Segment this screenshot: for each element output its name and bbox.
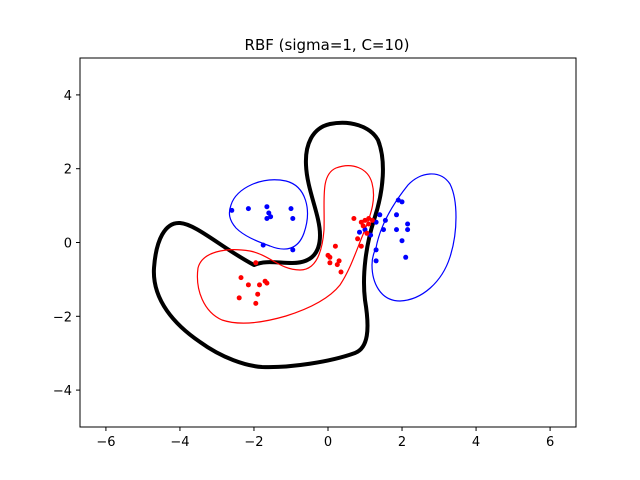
data-point-series-0-2 (264, 204, 270, 210)
data-point-series-0-15 (382, 217, 388, 223)
points-layer (229, 197, 411, 306)
margin-contour-blue-upper-left (228, 179, 308, 250)
data-point-series-0-9 (290, 247, 296, 253)
x-tick-label: 0 (324, 435, 332, 450)
plot-frame (79, 57, 577, 428)
data-point-series-1-23 (255, 291, 261, 297)
data-point-series-1-24 (236, 295, 242, 301)
y-tick-label: 0 (64, 237, 72, 252)
data-point-series-1-10 (332, 243, 338, 249)
data-point-series-0-3 (266, 210, 272, 216)
data-point-series-1-9 (358, 243, 364, 249)
data-point-series-1-17 (253, 260, 259, 266)
data-point-series-0-7 (290, 216, 296, 221)
x-tick-label: 4 (472, 435, 480, 450)
data-point-series-0-26 (403, 254, 409, 260)
data-point-series-1-25 (253, 300, 259, 306)
margin-contour-blue-right (371, 173, 457, 302)
data-point-series-0-18 (373, 258, 379, 264)
data-point-series-0-20 (395, 197, 401, 203)
data-point-series-1-0 (351, 216, 357, 221)
data-point-series-1-2 (362, 217, 368, 223)
data-point-series-1-1 (358, 219, 364, 225)
y-tick-label: −2 (53, 310, 72, 325)
data-point-series-1-18 (238, 275, 244, 281)
data-point-series-0-11 (362, 227, 368, 233)
decision-boundary (151, 120, 385, 370)
chart-title: RBF (sigma=1, C=10) (245, 36, 410, 54)
y-tick-label: 4 (64, 89, 72, 104)
data-point-series-1-8 (355, 236, 361, 242)
data-point-series-1-7 (364, 230, 370, 236)
data-point-series-1-4 (369, 217, 375, 223)
data-point-series-0-4 (268, 214, 274, 220)
x-tick-label: 2 (398, 435, 406, 450)
margin-contour-red (196, 165, 375, 324)
data-point-series-1-22 (264, 280, 270, 286)
data-point-series-0-8 (260, 242, 266, 248)
data-point-series-0-13 (373, 219, 379, 225)
data-point-series-0-12 (368, 232, 374, 238)
x-tick-label: −6 (96, 435, 115, 450)
y-tick-label: 2 (64, 163, 72, 178)
data-point-series-0-23 (399, 238, 405, 244)
data-point-series-1-5 (366, 221, 372, 227)
data-point-series-1-19 (245, 282, 251, 288)
data-point-series-1-6 (360, 223, 366, 229)
data-point-series-0-5 (264, 216, 270, 221)
data-point-series-0-24 (405, 221, 411, 227)
data-point-series-1-15 (327, 260, 333, 266)
data-point-series-0-19 (394, 212, 399, 218)
x-axis: −6 −4 −2 0 2 4 6 (96, 427, 554, 450)
data-point-series-0-10 (357, 229, 362, 235)
data-point-series-0-0 (229, 207, 235, 213)
data-point-series-0-14 (377, 212, 383, 218)
data-point-series-1-16 (325, 252, 331, 258)
data-point-series-1-11 (336, 258, 342, 264)
data-point-series-1-20 (257, 282, 262, 288)
x-tick-label: −2 (244, 435, 263, 450)
data-point-series-0-25 (405, 227, 411, 233)
data-point-series-0-16 (381, 227, 386, 233)
decision-boundary-group (151, 120, 457, 370)
data-point-series-0-21 (399, 199, 405, 205)
data-point-series-0-22 (394, 227, 399, 233)
data-point-series-0-17 (373, 247, 379, 253)
data-point-series-1-13 (334, 262, 340, 268)
data-point-series-0-6 (288, 206, 294, 212)
data-point-series-1-12 (338, 269, 344, 275)
x-tick-label: −4 (170, 435, 189, 450)
data-point-series-1-3 (366, 216, 372, 221)
y-tick-label: −4 (53, 384, 72, 399)
y-axis: −4 −2 0 2 4 (53, 89, 80, 399)
x-tick-label: 6 (546, 435, 554, 450)
data-point-series-0-1 (245, 206, 251, 212)
